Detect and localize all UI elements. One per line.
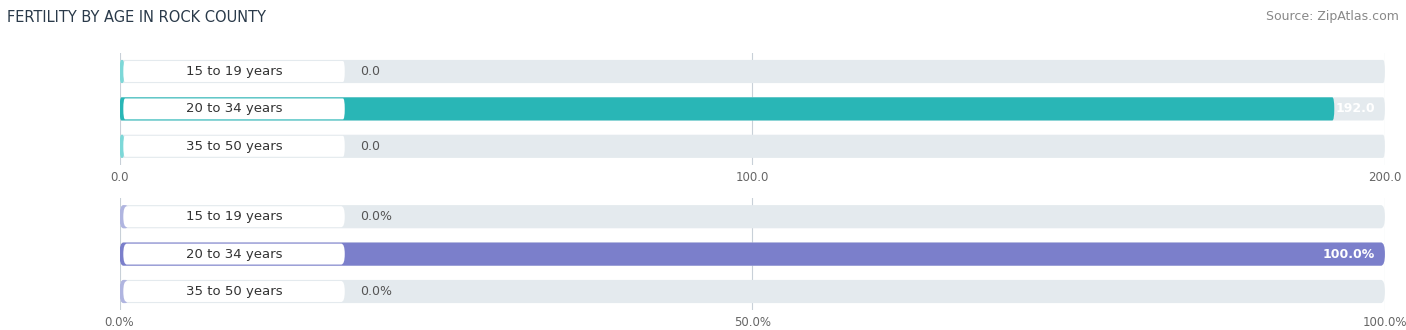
- Text: 20 to 34 years: 20 to 34 years: [186, 248, 283, 261]
- FancyBboxPatch shape: [120, 280, 1385, 303]
- FancyBboxPatch shape: [120, 60, 1385, 83]
- FancyBboxPatch shape: [120, 97, 1385, 120]
- FancyBboxPatch shape: [120, 205, 129, 228]
- Text: 20 to 34 years: 20 to 34 years: [186, 102, 283, 115]
- Text: 192.0: 192.0: [1336, 102, 1375, 115]
- FancyBboxPatch shape: [120, 243, 1385, 266]
- FancyBboxPatch shape: [124, 98, 344, 119]
- Text: Source: ZipAtlas.com: Source: ZipAtlas.com: [1265, 10, 1399, 23]
- Text: 0.0: 0.0: [360, 140, 380, 153]
- FancyBboxPatch shape: [124, 136, 344, 157]
- FancyBboxPatch shape: [120, 97, 1334, 120]
- Text: 0.0: 0.0: [360, 65, 380, 78]
- FancyBboxPatch shape: [120, 205, 1385, 228]
- FancyBboxPatch shape: [120, 60, 124, 83]
- Text: 35 to 50 years: 35 to 50 years: [186, 285, 283, 298]
- FancyBboxPatch shape: [120, 243, 1385, 266]
- FancyBboxPatch shape: [120, 280, 129, 303]
- Text: 0.0%: 0.0%: [360, 285, 392, 298]
- Text: 15 to 19 years: 15 to 19 years: [186, 210, 283, 223]
- FancyBboxPatch shape: [124, 206, 344, 227]
- Text: 15 to 19 years: 15 to 19 years: [186, 65, 283, 78]
- FancyBboxPatch shape: [124, 281, 344, 302]
- Text: 100.0%: 100.0%: [1323, 248, 1375, 261]
- Text: FERTILITY BY AGE IN ROCK COUNTY: FERTILITY BY AGE IN ROCK COUNTY: [7, 10, 266, 25]
- FancyBboxPatch shape: [124, 61, 344, 82]
- FancyBboxPatch shape: [120, 135, 124, 158]
- Text: 0.0%: 0.0%: [360, 210, 392, 223]
- FancyBboxPatch shape: [124, 244, 344, 265]
- FancyBboxPatch shape: [120, 135, 1385, 158]
- Text: 35 to 50 years: 35 to 50 years: [186, 140, 283, 153]
